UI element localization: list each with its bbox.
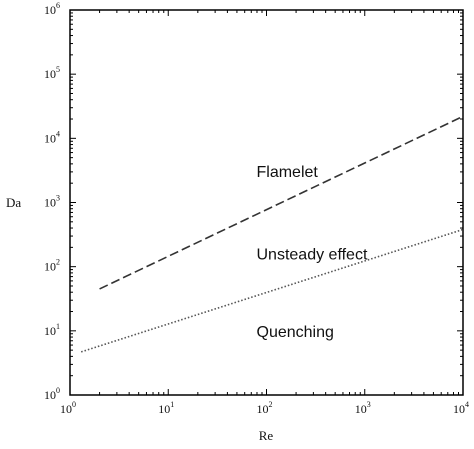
y-axis-label: Da (6, 195, 21, 210)
y-tick-label: 105 (44, 65, 60, 81)
dotted-boundary-line (80, 228, 464, 353)
x-tick-label: 103 (355, 400, 371, 416)
x-tick-label: 101 (158, 400, 174, 416)
y-tick-label: 102 (44, 258, 60, 274)
y-tick-label: 101 (44, 322, 60, 338)
axis-ticks (69, 9, 464, 396)
y-tick-label: 106 (44, 1, 60, 17)
y-tick-label: 100 (44, 386, 60, 402)
dashed-boundary-line (99, 115, 464, 290)
x-tick-label: 102 (257, 400, 273, 416)
y-tick-labels: 100 101 102 103 104 105 106 (44, 1, 60, 402)
x-tick-label: 104 (453, 400, 469, 416)
data-series (80, 115, 464, 353)
region-label: Quenching (257, 324, 334, 341)
y-tick-label: 104 (44, 129, 60, 145)
y-tick-label: 103 (44, 194, 60, 210)
x-tick-labels: 100 101 102 103 104 (60, 400, 469, 416)
region-label: Unsteady effect (257, 246, 368, 263)
region-annotations: Flamelet Unsteady effect Quenching (257, 164, 368, 341)
x-axis-label: Re (259, 428, 274, 443)
region-label: Flamelet (257, 164, 319, 181)
x-tick-label: 100 (60, 400, 76, 416)
